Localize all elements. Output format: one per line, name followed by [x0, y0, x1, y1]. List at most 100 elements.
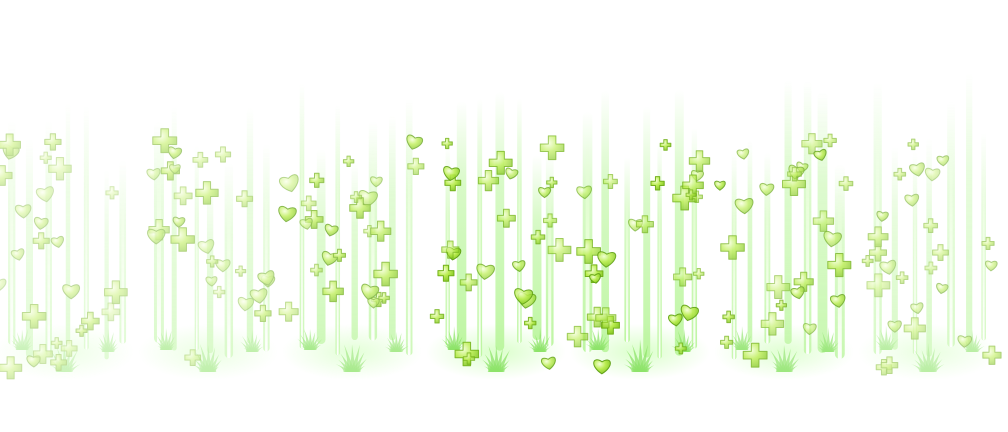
light-beam-core	[227, 182, 231, 359]
plus-cross-icon	[635, 215, 654, 234]
heart-icon	[146, 168, 161, 181]
heart-icon	[538, 187, 552, 199]
light-beam	[891, 146, 898, 350]
light-beam	[532, 155, 542, 341]
plus-cross-icon	[812, 210, 835, 232]
light-beam-core	[548, 173, 552, 347]
plus-cross-icon	[673, 267, 693, 287]
plus-cross-icon	[895, 271, 909, 284]
heart-icon	[62, 284, 81, 300]
plus-cross-icon	[775, 299, 787, 311]
heart-icon	[35, 186, 54, 203]
grass-burst-icon	[730, 326, 752, 350]
plus-cross-icon	[893, 167, 907, 181]
grass-burst-icon	[623, 339, 655, 372]
heart-icon	[736, 148, 750, 160]
light-beam-core	[478, 124, 481, 357]
heart-icon	[924, 167, 941, 182]
heart-icon	[576, 185, 592, 200]
heart-icon	[257, 270, 275, 286]
plus-cross-icon	[462, 352, 476, 365]
heart-icon	[957, 335, 973, 348]
plus-cross-icon	[195, 181, 219, 205]
plus-cross-icon	[441, 240, 460, 259]
frame-3	[278, 83, 425, 380]
light-beam-core	[85, 130, 88, 350]
plus-cross-icon	[539, 135, 565, 161]
light-beam	[388, 115, 396, 341]
light-beam-core	[10, 143, 14, 345]
heart-icon	[443, 166, 460, 182]
grass-burst-icon	[11, 328, 33, 350]
light-beam	[926, 138, 932, 357]
light-beam-core	[766, 171, 769, 344]
plus-cross-icon	[595, 307, 617, 329]
light-beam	[206, 179, 214, 354]
heart-icon	[936, 155, 950, 167]
plus-cross-icon	[742, 342, 768, 368]
plus-cross-icon	[300, 195, 317, 212]
heart-icon	[887, 320, 902, 333]
plus-cross-icon	[192, 151, 209, 168]
grass-burst-icon	[482, 345, 510, 372]
heart-icon	[147, 228, 166, 245]
plus-cross-icon	[720, 235, 745, 260]
light-beam-core	[195, 166, 198, 351]
light-beam	[966, 73, 973, 349]
heart-icon	[168, 164, 181, 175]
plus-cross-icon	[0, 133, 21, 157]
plus-cross-icon	[880, 356, 899, 374]
plus-cross-icon	[309, 172, 325, 188]
frame-1	[0, 102, 134, 380]
heart-icon	[505, 167, 519, 180]
heart-icon	[14, 204, 32, 219]
plus-cross-icon	[861, 255, 874, 267]
heart-icon	[476, 263, 495, 281]
plus-cross-icon	[685, 189, 697, 201]
heart-icon	[593, 359, 611, 375]
grass-burst-icon	[875, 325, 899, 350]
heart-icon	[589, 273, 601, 284]
heart-icon	[0, 278, 7, 292]
plus-cross-icon	[21, 304, 47, 329]
plus-cross-icon	[924, 261, 938, 275]
frame-4	[426, 91, 572, 380]
light-beam	[456, 101, 467, 345]
heart-icon	[759, 182, 775, 197]
plus-cross-icon	[373, 261, 398, 287]
light-beam	[747, 140, 753, 343]
light-beam	[601, 90, 609, 353]
plus-cross-icon	[104, 280, 128, 305]
plus-cross-icon	[50, 337, 63, 349]
plus-cross-icon	[350, 191, 363, 203]
light-beam-core	[265, 164, 268, 352]
light-beam-core	[336, 130, 339, 356]
plus-cross-icon	[342, 155, 355, 168]
plus-cross-icon	[693, 268, 705, 280]
heart-icon	[910, 302, 924, 315]
heart-icon	[904, 193, 920, 207]
plus-cross-icon	[823, 133, 837, 148]
light-beam	[65, 102, 71, 345]
plus-cross-icon	[866, 273, 891, 298]
plus-cross-icon	[601, 315, 620, 335]
light-beam-core	[371, 142, 375, 341]
heart-icon	[172, 216, 186, 228]
plus-cross-icon	[546, 176, 558, 189]
plus-cross-icon	[332, 248, 346, 262]
heart-icon	[361, 283, 380, 300]
heart-icon	[734, 197, 754, 215]
heart-icon	[237, 296, 255, 312]
plus-cross-icon	[444, 174, 462, 192]
heart-icon	[278, 174, 299, 193]
plus-cross-icon	[488, 150, 513, 175]
plus-cross-icon	[429, 309, 445, 324]
plus-cross-icon	[674, 342, 687, 355]
plus-cross-icon	[254, 304, 272, 323]
plus-cross-icon	[838, 176, 854, 191]
plus-cross-icon	[477, 170, 500, 192]
plus-cross-icon	[907, 138, 919, 151]
plus-cross-icon	[32, 343, 53, 364]
heart-icon	[249, 288, 268, 304]
plus-cross-icon	[441, 137, 453, 150]
